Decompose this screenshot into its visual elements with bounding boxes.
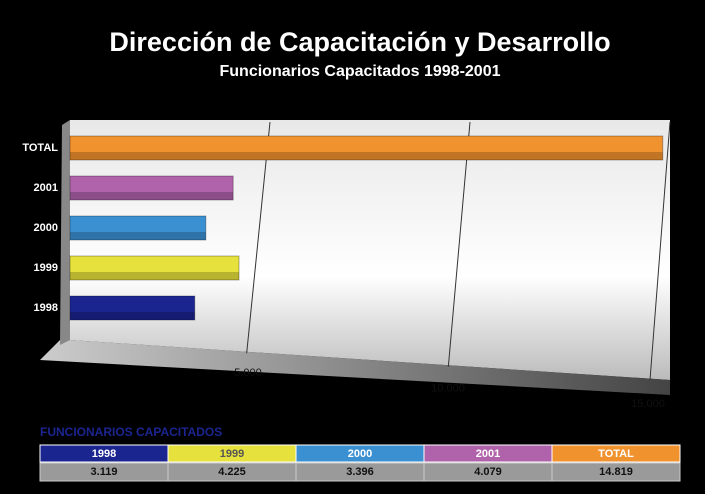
table-value: 3.119 bbox=[91, 466, 118, 478]
table-value: 3.396 bbox=[346, 466, 374, 478]
table-value: 14.819 bbox=[599, 466, 633, 478]
table-header: 1999 bbox=[220, 448, 244, 460]
y-tick-label: 2001 bbox=[34, 182, 58, 194]
bar bbox=[69, 175, 234, 201]
y-tick-label: 2000 bbox=[34, 222, 58, 234]
y-tick-label: 1999 bbox=[34, 262, 58, 274]
bar bbox=[69, 135, 664, 161]
bar bbox=[69, 295, 196, 321]
table-value: 4.225 bbox=[218, 466, 246, 478]
table-title: FUNCIONARIOS CAPACITADOS bbox=[40, 425, 222, 439]
grid-line bbox=[447, 121, 471, 367]
bar-shade bbox=[70, 272, 239, 280]
table-header: TOTAL bbox=[598, 448, 634, 460]
x-tick-label: 5.000 bbox=[234, 367, 262, 379]
grid-line bbox=[649, 121, 671, 381]
table-header: 1998 bbox=[92, 448, 116, 460]
bar-shade bbox=[70, 152, 663, 160]
plot-floor bbox=[40, 340, 670, 395]
grid-line bbox=[246, 121, 271, 354]
x-tick-label: 15.000 bbox=[631, 398, 665, 410]
table-header: 2001 bbox=[476, 448, 500, 460]
table-header: 2000 bbox=[348, 448, 372, 460]
y-tick-label: 1998 bbox=[34, 302, 58, 314]
y-tick-label: TOTAL bbox=[22, 142, 58, 154]
table-value-cell bbox=[551, 462, 681, 482]
bar bbox=[69, 255, 240, 281]
x-tick-label: 10.000 bbox=[431, 383, 465, 395]
chart-title: Dirección de Capacitación y Desarrollo bbox=[109, 27, 610, 57]
bar bbox=[69, 215, 207, 241]
table-header-cell bbox=[551, 444, 681, 463]
bar-shade bbox=[70, 312, 195, 320]
table-value: 4.079 bbox=[474, 466, 502, 478]
bar-shade bbox=[70, 232, 206, 240]
chart-subtitle: Funcionarios Capacitados 1998-2001 bbox=[220, 63, 501, 80]
bar-shade bbox=[70, 192, 234, 200]
plot-wall bbox=[60, 120, 70, 345]
